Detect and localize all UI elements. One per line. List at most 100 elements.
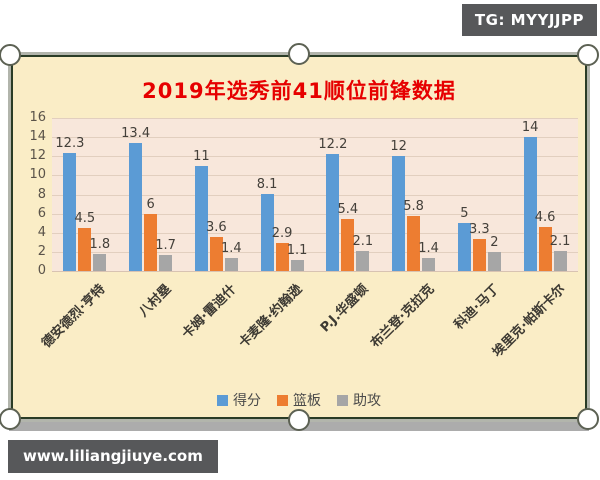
bar-得分: 12 <box>390 139 407 271</box>
bar-value-label: 6 <box>146 197 155 212</box>
plot-area: 0 2 4 6 8 10 12 14 16 12.3 4.5 1.8 13.4 6 1.7 11 3.6 1.4… <box>29 110 578 360</box>
bar-group: 12 5.8 1.4 <box>381 139 447 271</box>
frame-notch-bottom-left <box>0 408 21 430</box>
x-category-label: P.J.华盛顿 <box>317 281 372 336</box>
chart-legend: 得分 篮板 助攻 <box>13 390 585 410</box>
legend-swatch-icon <box>277 394 288 406</box>
bar-得分: 11 <box>193 149 210 271</box>
bar-得分: 13.4 <box>121 126 150 271</box>
bar-助攻: 1.7 <box>155 238 176 271</box>
bar-group: 13.4 6 1.7 <box>118 126 184 271</box>
x-category-label: 卡麦隆·约翰逊 <box>236 281 306 352</box>
frame-notch-bottom-center <box>288 409 310 431</box>
bar-篮板: 5.4 <box>338 202 358 271</box>
y-tick-label-14: 14 <box>29 129 46 145</box>
bar-value-label: 1.8 <box>89 237 111 252</box>
legend-item-篮板: 篮板 <box>277 390 321 410</box>
bar-篮板: 2.9 <box>272 226 292 271</box>
y-tick-label-12: 12 <box>29 148 46 164</box>
gridline-y-0 <box>52 271 578 272</box>
gridline-y-4 <box>52 232 578 234</box>
bar-value-label: 1.1 <box>286 243 308 258</box>
bar-得分: 5 <box>457 206 471 271</box>
bar-value-label: 2.1 <box>352 234 374 249</box>
gridline-y-6 <box>52 213 578 215</box>
legend-label: 得分 <box>233 393 261 409</box>
bar-得分: 12.3 <box>55 136 84 271</box>
bar-助攻: 1.4 <box>221 241 242 271</box>
y-tick-label-0: 0 <box>37 263 46 278</box>
gridline-y-10 <box>52 175 578 177</box>
legend-item-得分: 得分 <box>217 390 261 410</box>
legend-swatch-icon <box>337 394 348 406</box>
y-tick-label-8: 8 <box>37 186 46 202</box>
y-tick-label-2: 2 <box>37 243 46 259</box>
bar-value-label: 12 <box>390 139 407 154</box>
gridline-y-14 <box>52 137 578 139</box>
y-tick-label-4: 4 <box>37 224 46 240</box>
bar-助攻: 2.1 <box>550 234 570 271</box>
bar-value-label: 8.1 <box>256 177 278 192</box>
telegram-watermark-badge: TG: MYYJJPP <box>461 4 597 36</box>
bar-助攻: 2.1 <box>353 234 373 271</box>
legend-swatch-icon <box>217 394 228 406</box>
gridline-y-12 <box>52 156 578 158</box>
y-tick-label-6: 6 <box>37 205 46 221</box>
bar-value-label: 4.6 <box>534 210 556 225</box>
bar-value-label: 5.8 <box>403 199 424 214</box>
bar-篮板: 3.3 <box>469 222 490 271</box>
bar-group: 8.1 2.9 1.1 <box>249 177 315 271</box>
bar-value-label: 3.6 <box>206 220 227 235</box>
gridline-y-2 <box>52 251 578 253</box>
gridline-y-16 <box>52 118 578 119</box>
bar-助攻: 1.1 <box>287 243 307 271</box>
bar-篮板: 6 <box>144 197 158 271</box>
y-tick-label-10: 10 <box>29 167 46 183</box>
bar-value-label: 1.4 <box>221 241 242 256</box>
bar-value-label: 4.5 <box>74 211 96 226</box>
bar-篮板: 3.6 <box>206 220 227 271</box>
bar-value-label: 3.3 <box>469 222 490 237</box>
chart-title: 2019年选秀前41顺位前锋数据 <box>142 79 456 103</box>
bar-得分: 12.2 <box>318 137 347 271</box>
gridline-y-8 <box>52 194 578 196</box>
bar-value-label: 12.2 <box>318 137 348 152</box>
bar-value-label: 1.4 <box>418 241 439 256</box>
website-watermark-badge: www.liliangjiuye.com <box>8 440 218 473</box>
legend-label: 篮板 <box>293 393 321 409</box>
bar-value-label: 2.9 <box>271 226 293 241</box>
bar-group: 12.2 5.4 2.1 <box>315 137 381 271</box>
bar-助攻: 1.8 <box>90 237 110 271</box>
x-category-label: 埃里克·帕斯卡尔 <box>490 281 569 361</box>
x-category-label: 八村塁 <box>135 281 175 321</box>
bar-value-label: 14 <box>521 120 539 135</box>
bar-助攻: 1.4 <box>418 241 439 271</box>
bar-篮板: 4.5 <box>75 211 95 271</box>
x-category-label: 卡姆·雷迪什 <box>179 281 240 342</box>
bar-group: 5 3.3 2 <box>447 206 513 271</box>
bar-篮板: 5.8 <box>403 199 424 271</box>
frame-notch-top-left <box>0 44 21 66</box>
bar-value-label: 5 <box>460 206 469 221</box>
bar-value-label: 1.7 <box>155 238 176 253</box>
chart-frame-outer: 2019年选秀前41顺位前锋数据 0 2 4 6 8 10 12 14 16 12.3 4.5 1.… <box>0 43 599 431</box>
legend-item-助攻: 助攻 <box>337 390 381 410</box>
x-category-label: 科迪·马丁 <box>451 281 503 333</box>
bar-得分: 14 <box>522 120 538 271</box>
bar-value-label: 13.4 <box>121 126 151 141</box>
bar-得分: 8.1 <box>257 177 277 271</box>
x-category-label: 德安德烈·亨特 <box>39 281 109 352</box>
bar-group: 11 3.6 1.4 <box>184 149 250 271</box>
x-category-label: 布兰登·克拉克 <box>367 281 438 352</box>
frame-notch-top-center <box>288 43 310 65</box>
frame-notch-top-right <box>577 44 599 66</box>
bar-value-label: 2 <box>490 235 499 250</box>
bar-series-container: 12.3 4.5 1.8 13.4 6 1.7 11 3.6 1.4 8.1 2.9 1.1 12.2 5… <box>52 118 578 271</box>
bar-value-label: 11 <box>193 149 210 164</box>
bar-value-label: 12.3 <box>55 136 85 151</box>
chart-frame: 2019年选秀前41顺位前锋数据 0 2 4 6 8 10 12 14 16 12.3 4.5 1.… <box>11 55 587 419</box>
bar-value-label: 5.4 <box>337 202 359 217</box>
legend-label: 助攻 <box>353 393 381 409</box>
bar-group: 12.3 4.5 1.8 <box>52 136 118 271</box>
